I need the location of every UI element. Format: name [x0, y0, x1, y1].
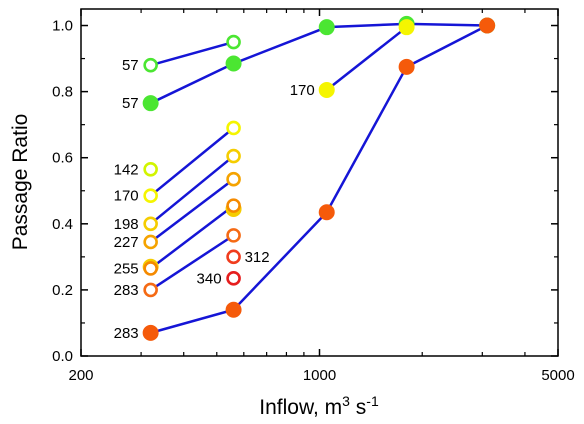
axis-ticks: 0.0 0.2 0.4 0.6 0.8 1.0 200 1000 5000 [52, 9, 575, 384]
y-tick-label: 1.0 [52, 18, 73, 35]
data-point-open [226, 34, 241, 50]
data-point-open [226, 249, 241, 265]
point-label: 198 [114, 216, 139, 233]
y-tick-label: 0.0 [52, 348, 73, 365]
point-label: 170 [290, 82, 315, 99]
data-point-open [226, 271, 241, 286]
series-line [149, 155, 235, 225]
point-label: 283 [114, 325, 139, 342]
series-line [325, 26, 408, 91]
y-axis-title: Passage Ratio [9, 114, 32, 251]
data-point-open [143, 261, 158, 276]
x-tick-label: 5000 [541, 367, 574, 384]
x-axis-title-unit: s [350, 396, 366, 419]
data-point-open [226, 171, 241, 187]
data-point-open [143, 282, 158, 298]
data-point-filled [142, 95, 159, 112]
series-line [149, 178, 235, 243]
y-tick-label: 0.2 [52, 282, 73, 299]
data-point-open [226, 198, 241, 213]
x-tick-label: 1000 [303, 367, 336, 384]
data-point-filled [225, 301, 242, 318]
data-point-open [226, 228, 241, 243]
data-point-filled [318, 19, 335, 36]
y-tick-label: 0.8 [52, 84, 73, 101]
point-label: 340 [197, 270, 222, 287]
point-label: 57 [122, 95, 139, 112]
point-label: 227 [114, 234, 139, 251]
series-line [149, 204, 235, 270]
series-line [150, 40, 234, 67]
data-point-open [143, 188, 158, 204]
point-label: 170 [114, 188, 139, 205]
x-axis-title-main: Inflow, m [259, 396, 342, 419]
series-line [149, 127, 235, 197]
data-point-open [143, 216, 158, 232]
data-point-filled [225, 55, 242, 72]
y-tick-label: 0.6 [52, 150, 73, 167]
point-label: 312 [245, 249, 270, 266]
point-label: 57 [122, 57, 139, 74]
point-label: 142 [114, 161, 139, 178]
data-point-open [226, 148, 241, 164]
series-line [149, 234, 235, 291]
series-markers [142, 15, 496, 341]
x-tick-label: 200 [68, 367, 93, 384]
x-axis-title-sup2: -1 [366, 393, 379, 409]
y-tick-label: 0.4 [52, 216, 73, 233]
data-point-filled [318, 81, 335, 98]
x-axis-title-sup1: 3 [342, 393, 350, 409]
data-point-filled [142, 324, 159, 341]
data-point-open [226, 120, 241, 136]
data-point-filled [318, 204, 335, 221]
data-point-filled [398, 19, 415, 36]
x-axis-title: Inflow, m3 s-1 [259, 393, 379, 419]
data-point-filled [398, 58, 415, 75]
point-label: 255 [114, 260, 139, 277]
point-label: 283 [114, 282, 139, 299]
data-point-open [143, 234, 158, 250]
data-point-open [143, 57, 158, 73]
data-point-filled [479, 17, 496, 34]
data-point-open [143, 161, 158, 177]
